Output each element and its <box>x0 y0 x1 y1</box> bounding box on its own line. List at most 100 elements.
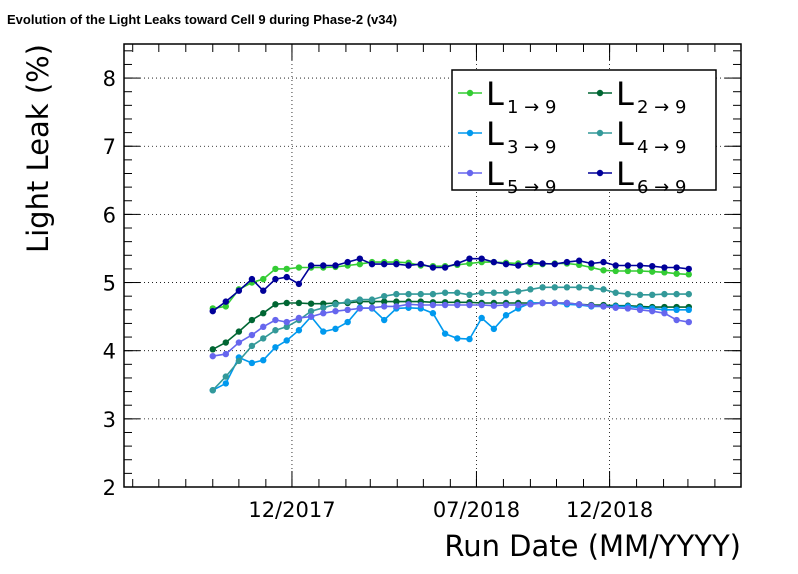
data-point <box>344 306 351 313</box>
data-point <box>661 269 668 276</box>
data-point <box>283 323 290 331</box>
data-point <box>283 299 290 307</box>
y-tick-label: 2 <box>103 476 116 500</box>
data-point <box>260 287 267 294</box>
data-point <box>515 288 522 295</box>
data-point <box>490 302 498 309</box>
y-tick-label: 4 <box>103 340 116 364</box>
data-point <box>478 255 485 262</box>
data-point <box>307 262 315 269</box>
data-point <box>222 298 230 305</box>
data-point <box>405 301 412 308</box>
data-point <box>673 270 680 277</box>
data-point <box>624 262 632 269</box>
data-point <box>260 310 267 317</box>
data-point <box>661 264 668 271</box>
data-point <box>478 289 485 296</box>
data-point <box>636 291 644 299</box>
data-point <box>502 301 510 309</box>
data-point <box>344 298 351 305</box>
data-point <box>588 260 595 267</box>
data-point <box>466 335 473 343</box>
data-point <box>368 260 376 268</box>
data-point <box>612 289 619 296</box>
data-point <box>356 305 364 312</box>
data-point <box>283 265 290 273</box>
y-axis-title: Light Leak (%) <box>21 44 55 253</box>
data-point <box>222 380 230 387</box>
data-point <box>636 267 644 275</box>
y-tick-label: 7 <box>103 135 116 159</box>
series-group <box>209 255 692 394</box>
data-point <box>235 357 243 365</box>
data-point <box>502 312 510 319</box>
data-point <box>283 337 290 344</box>
data-point <box>612 262 619 269</box>
data-point <box>636 306 644 313</box>
data-point <box>393 290 400 298</box>
data-point <box>478 314 485 322</box>
x-tick-label: 12/2018 <box>566 498 653 522</box>
legend-marker <box>466 169 474 177</box>
series-line-5 <box>212 302 689 357</box>
legend-label: L <box>486 155 504 193</box>
data-point <box>575 284 583 291</box>
legend-label: L <box>486 115 504 153</box>
data-point <box>588 284 595 292</box>
data-point <box>222 303 230 310</box>
data-point <box>283 273 290 281</box>
y-tick-label: 8 <box>103 67 116 91</box>
data-point <box>661 310 668 317</box>
data-point <box>612 304 619 311</box>
data-point <box>636 262 644 269</box>
data-point <box>649 307 656 315</box>
data-point <box>283 318 290 326</box>
data-point <box>381 260 388 268</box>
data-point <box>649 268 656 275</box>
data-point <box>454 289 461 296</box>
data-point <box>624 305 632 312</box>
data-point <box>235 287 243 294</box>
data-point <box>429 290 437 298</box>
data-point <box>515 301 522 309</box>
data-point <box>466 260 473 267</box>
data-point <box>320 310 327 317</box>
data-point <box>272 327 279 334</box>
data-point <box>381 303 388 310</box>
data-point <box>563 284 571 291</box>
data-point <box>539 260 546 267</box>
data-point <box>209 387 216 394</box>
data-point <box>551 284 558 291</box>
x-axis-title: Run Date (MM/YYYY) <box>444 529 741 563</box>
tick-labels: 2 3 4 5 6 7 8 12/2017 07/2018 12/2018 <box>103 67 654 522</box>
data-point <box>320 304 327 311</box>
series-line-2 <box>212 300 689 351</box>
data-point <box>295 280 303 288</box>
data-point <box>490 258 498 266</box>
data-point <box>490 289 498 296</box>
data-point <box>248 275 256 283</box>
data-point <box>563 258 571 266</box>
data-point <box>235 339 243 346</box>
data-point <box>454 335 461 342</box>
data-point <box>685 265 692 273</box>
legend-marker <box>596 169 604 177</box>
data-point <box>209 346 216 353</box>
legend-label: L <box>616 155 634 193</box>
data-point <box>624 290 632 298</box>
data-point <box>685 290 692 298</box>
data-point <box>417 290 424 298</box>
data-point <box>272 344 279 351</box>
data-point <box>685 318 692 326</box>
data-point <box>222 373 230 380</box>
data-point <box>272 316 279 324</box>
data-point <box>260 357 267 364</box>
data-point <box>344 318 351 326</box>
data-point <box>466 291 473 299</box>
data-point <box>393 303 400 310</box>
data-point <box>332 262 339 269</box>
legend-marker <box>466 129 474 137</box>
data-point <box>515 262 522 269</box>
